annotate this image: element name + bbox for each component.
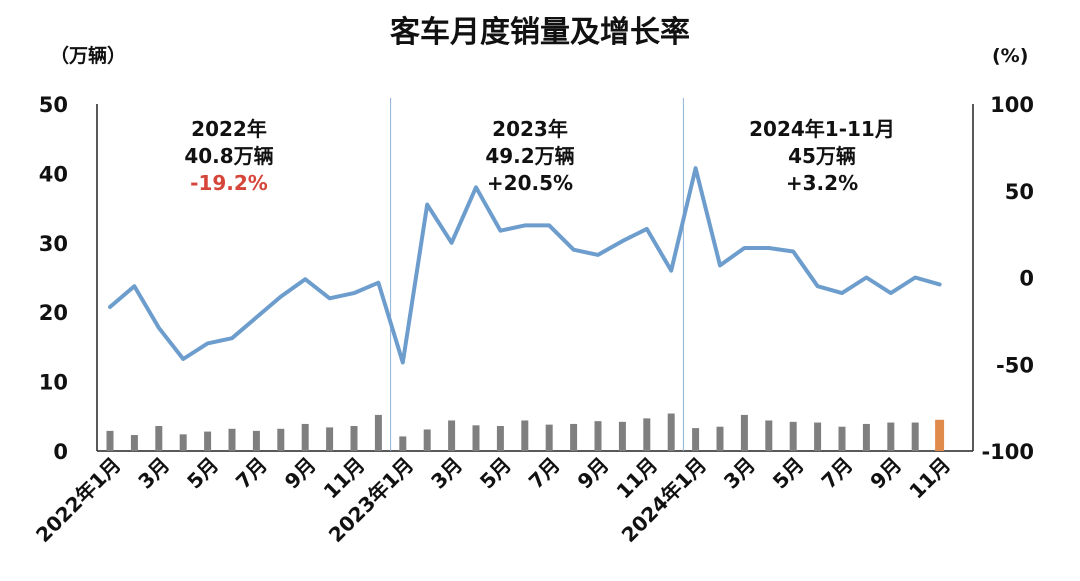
- sales-bar: [545, 424, 553, 451]
- sales-bar: [594, 421, 602, 451]
- x-tick-label: 5月: [182, 453, 223, 494]
- x-tick-label: 5月: [475, 453, 516, 494]
- sales-bar: [155, 426, 163, 451]
- left-tick-label: 30: [39, 232, 68, 256]
- sales-bar: [643, 418, 651, 451]
- left-tick-label: 0: [53, 440, 68, 464]
- annotation-year: 2023年: [492, 117, 568, 141]
- annotation-volume: 40.8万辆: [184, 144, 273, 168]
- sales-bar: [935, 419, 945, 451]
- left-tick-label: 20: [39, 301, 68, 325]
- x-tick-label: 2022年1月: [31, 453, 125, 547]
- right-tick-label: 100: [990, 93, 1034, 117]
- sales-bar: [326, 427, 334, 451]
- x-tick-label: 7月: [231, 453, 272, 494]
- left-tick-label: 40: [39, 162, 68, 186]
- right-tick-label: -50: [996, 353, 1034, 377]
- x-tick-label: 11月: [904, 453, 955, 504]
- sales-bar: [838, 426, 846, 451]
- left-axis-unit: （万辆）: [50, 44, 126, 67]
- annotation-growth: +20.5%: [487, 171, 573, 195]
- sales-bar: [374, 414, 382, 451]
- sales-bar: [692, 428, 700, 451]
- annotation-volume: 45万辆: [788, 144, 856, 168]
- x-tick-label: 9月: [573, 453, 614, 494]
- sales-bar: [887, 422, 895, 451]
- annotation-year: 2022年: [191, 117, 267, 141]
- annotation-growth: +3.2%: [786, 171, 858, 195]
- right-axis-unit: (%): [992, 45, 1028, 67]
- sales-bar: [521, 420, 529, 451]
- sales-bar: [618, 421, 626, 451]
- right-tick-label: 50: [1005, 180, 1034, 204]
- sales-bar: [301, 423, 309, 451]
- sales-bar: [911, 422, 919, 451]
- sales-bar: [106, 430, 114, 451]
- x-tick-label: 9月: [865, 453, 906, 494]
- right-tick-label: 0: [1019, 267, 1034, 291]
- growth-rate-line: [108, 166, 942, 365]
- annotation-year: 2024年1-11月: [749, 117, 895, 141]
- left-tick-label: 10: [39, 371, 68, 395]
- sales-bar: [350, 426, 358, 451]
- annotation-volume: 49.2万辆: [485, 144, 574, 168]
- chart-title: 客车月度销量及增长率: [390, 15, 690, 50]
- sales-bar: [399, 436, 407, 451]
- sales-bar: [228, 428, 236, 451]
- x-tick-label: 3月: [133, 453, 174, 494]
- x-tick-label: 3月: [719, 453, 760, 494]
- sales-bar: [740, 414, 748, 451]
- x-tick-label: 3月: [426, 453, 467, 494]
- sales-bar: [814, 422, 822, 451]
- x-tick-label: 9月: [280, 453, 321, 494]
- sales-bar: [789, 421, 797, 451]
- sales-bar: [277, 428, 285, 451]
- sales-bar: [765, 420, 773, 451]
- sales-bar: [496, 426, 504, 451]
- sales-bar: [862, 423, 870, 451]
- x-tick-label: 7月: [817, 453, 858, 494]
- x-tick-label: 7月: [524, 453, 565, 494]
- sales-bar: [204, 431, 212, 451]
- x-tick-label: 5月: [768, 453, 809, 494]
- sales-bar: [252, 430, 260, 451]
- sales-bar: [472, 425, 480, 451]
- left-tick-label: 50: [39, 93, 68, 117]
- annotation-growth: -19.2%: [190, 171, 268, 195]
- sales-bar: [570, 423, 578, 451]
- sales-bar: [130, 435, 138, 451]
- sales-bar: [179, 434, 187, 451]
- right-tick-label: -100: [981, 440, 1034, 464]
- sales-bar: [667, 413, 675, 451]
- sales-bar: [448, 420, 456, 451]
- sales-bar: [716, 426, 724, 451]
- sales-bar: [423, 429, 431, 451]
